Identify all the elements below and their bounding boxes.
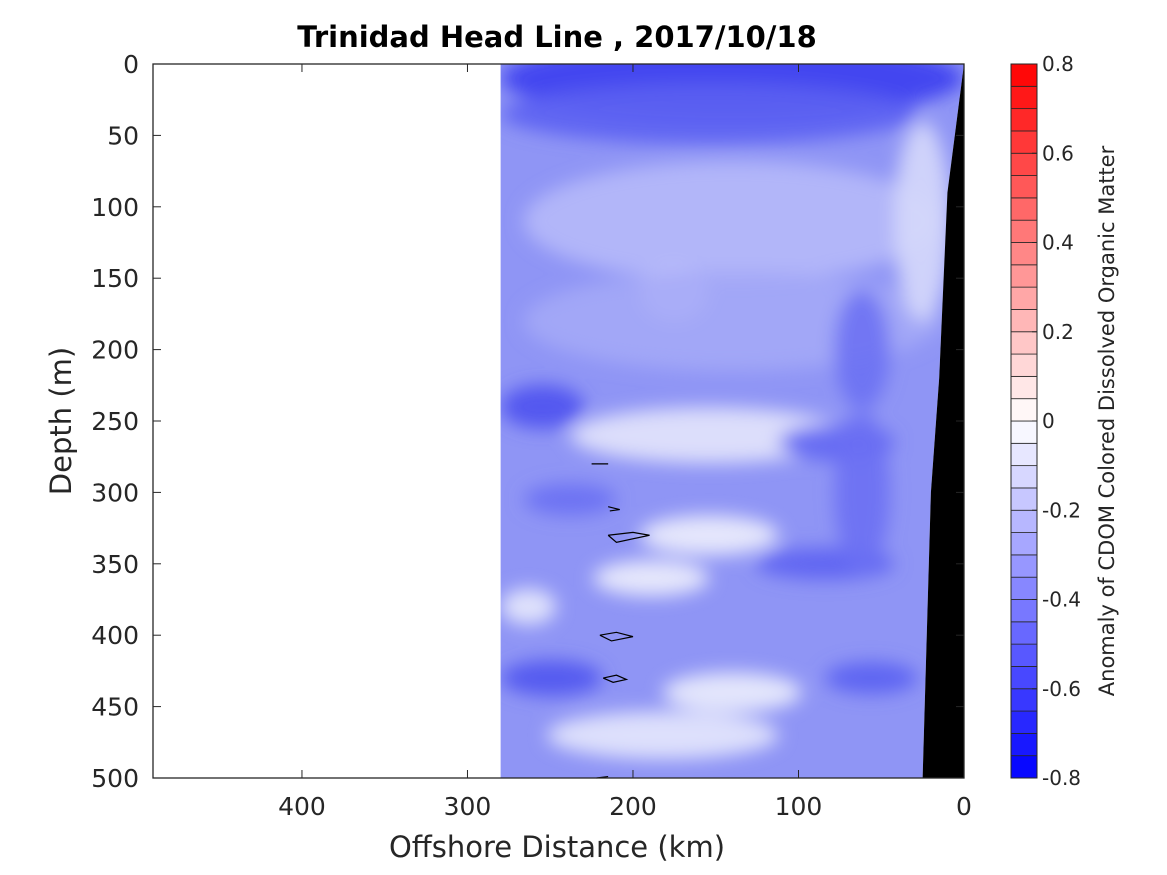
- colorbar: -0.8 -0.6 -0.4 -0.2 0 0.2 0.4 0.6 0.8 Anomaly of…: [1010, 52, 1119, 790]
- y-tick-label: 500: [91, 764, 139, 793]
- colorbar-step: [1010, 532, 1038, 556]
- colorbar-tick-label: -0.8: [1042, 766, 1081, 790]
- colorbar-step: [1010, 710, 1038, 734]
- zero-contour-line: [607, 531, 650, 544]
- colorbar-step: [1010, 398, 1038, 422]
- y-tick-label: 100: [91, 193, 139, 222]
- y-tick-label: 0: [123, 50, 139, 79]
- y-axis-ticks: 0 50 100 150 200 250 300 350 400 450 500: [91, 50, 964, 793]
- x-tick-label: 100: [775, 792, 823, 821]
- colorbar-step: [1010, 599, 1038, 623]
- colorbar-step: [1010, 576, 1038, 600]
- colorbar-tick-label: -0.2: [1042, 498, 1081, 522]
- colorbar-step: [1010, 286, 1038, 310]
- seafloor-bathymetry: [922, 64, 964, 778]
- colorbar-tick-label: -0.6: [1042, 677, 1081, 701]
- colorbar-step: [1010, 63, 1038, 87]
- colorbar-step: [1010, 175, 1038, 199]
- colorbar-tick-label: 0: [1042, 409, 1055, 433]
- colorbar-tick-label: 0.8: [1042, 52, 1074, 76]
- zero-contour-line: [602, 674, 629, 683]
- colorbar-step: [1010, 353, 1038, 377]
- colorbar-step: [1010, 264, 1038, 288]
- x-tick-label: 400: [278, 792, 326, 821]
- colorbar-step: [1010, 85, 1038, 110]
- colorbar-tick-label: 0.6: [1042, 141, 1074, 165]
- y-tick-label: 200: [91, 336, 139, 365]
- colorbar-step: [1010, 732, 1038, 757]
- colorbar-step: [1010, 219, 1038, 243]
- colorbar-step: [1010, 465, 1038, 489]
- colorbar-tick-label: 0.2: [1042, 320, 1074, 344]
- colorbar-step: [1010, 442, 1038, 467]
- zero-contour-line: [599, 631, 634, 642]
- colorbar-step: [1010, 643, 1038, 667]
- y-tick-label: 150: [91, 264, 139, 293]
- colorbar-step: [1010, 688, 1038, 712]
- colorbar-step: [1010, 242, 1038, 266]
- colorbar-step: [1010, 509, 1038, 533]
- colorbar-step: [1010, 130, 1038, 154]
- colorbar-step: [1010, 331, 1038, 355]
- colorbar-step: [1010, 621, 1038, 645]
- colorbar-step: [1010, 755, 1038, 779]
- colorbar-step: [1010, 197, 1038, 221]
- colorbar-step: [1010, 375, 1038, 400]
- colorbar-step: [1010, 554, 1038, 578]
- colorbar-step: [1010, 108, 1038, 132]
- cdom-anomaly-field: [500, 64, 964, 778]
- x-tick-label: 200: [609, 792, 657, 821]
- y-tick-label: 350: [91, 550, 139, 579]
- colorbar-tick-label: -0.4: [1042, 588, 1081, 612]
- colorbar-step: [1010, 666, 1038, 690]
- zero-contours: [591, 463, 650, 779]
- colorbar-step: [1010, 152, 1038, 176]
- x-axis-label: Offshore Distance (km): [389, 830, 725, 864]
- chart-title: Trinidad Head Line , 2017/10/18: [297, 20, 817, 54]
- zero-contour-line: [608, 506, 620, 512]
- y-axis-label: Depth (m): [44, 347, 78, 495]
- y-tick-label: 50: [107, 121, 139, 150]
- colorbar-label: Anomaly of CDOM Colored Dissolved Organi…: [1095, 145, 1119, 696]
- x-tick-label: 300: [444, 792, 492, 821]
- y-tick-label: 300: [91, 478, 139, 507]
- colorbar-tick-label: 0.4: [1042, 231, 1074, 255]
- colorbar-step: [1010, 487, 1038, 511]
- colorbar-step: [1010, 309, 1038, 333]
- x-tick-label: 0: [956, 792, 972, 821]
- colorbar-step: [1010, 420, 1038, 444]
- y-tick-label: 400: [91, 621, 139, 650]
- y-tick-label: 250: [91, 407, 139, 436]
- y-tick-label: 450: [91, 693, 139, 722]
- x-axis-ticks: 400 300 200 100 0: [278, 64, 972, 821]
